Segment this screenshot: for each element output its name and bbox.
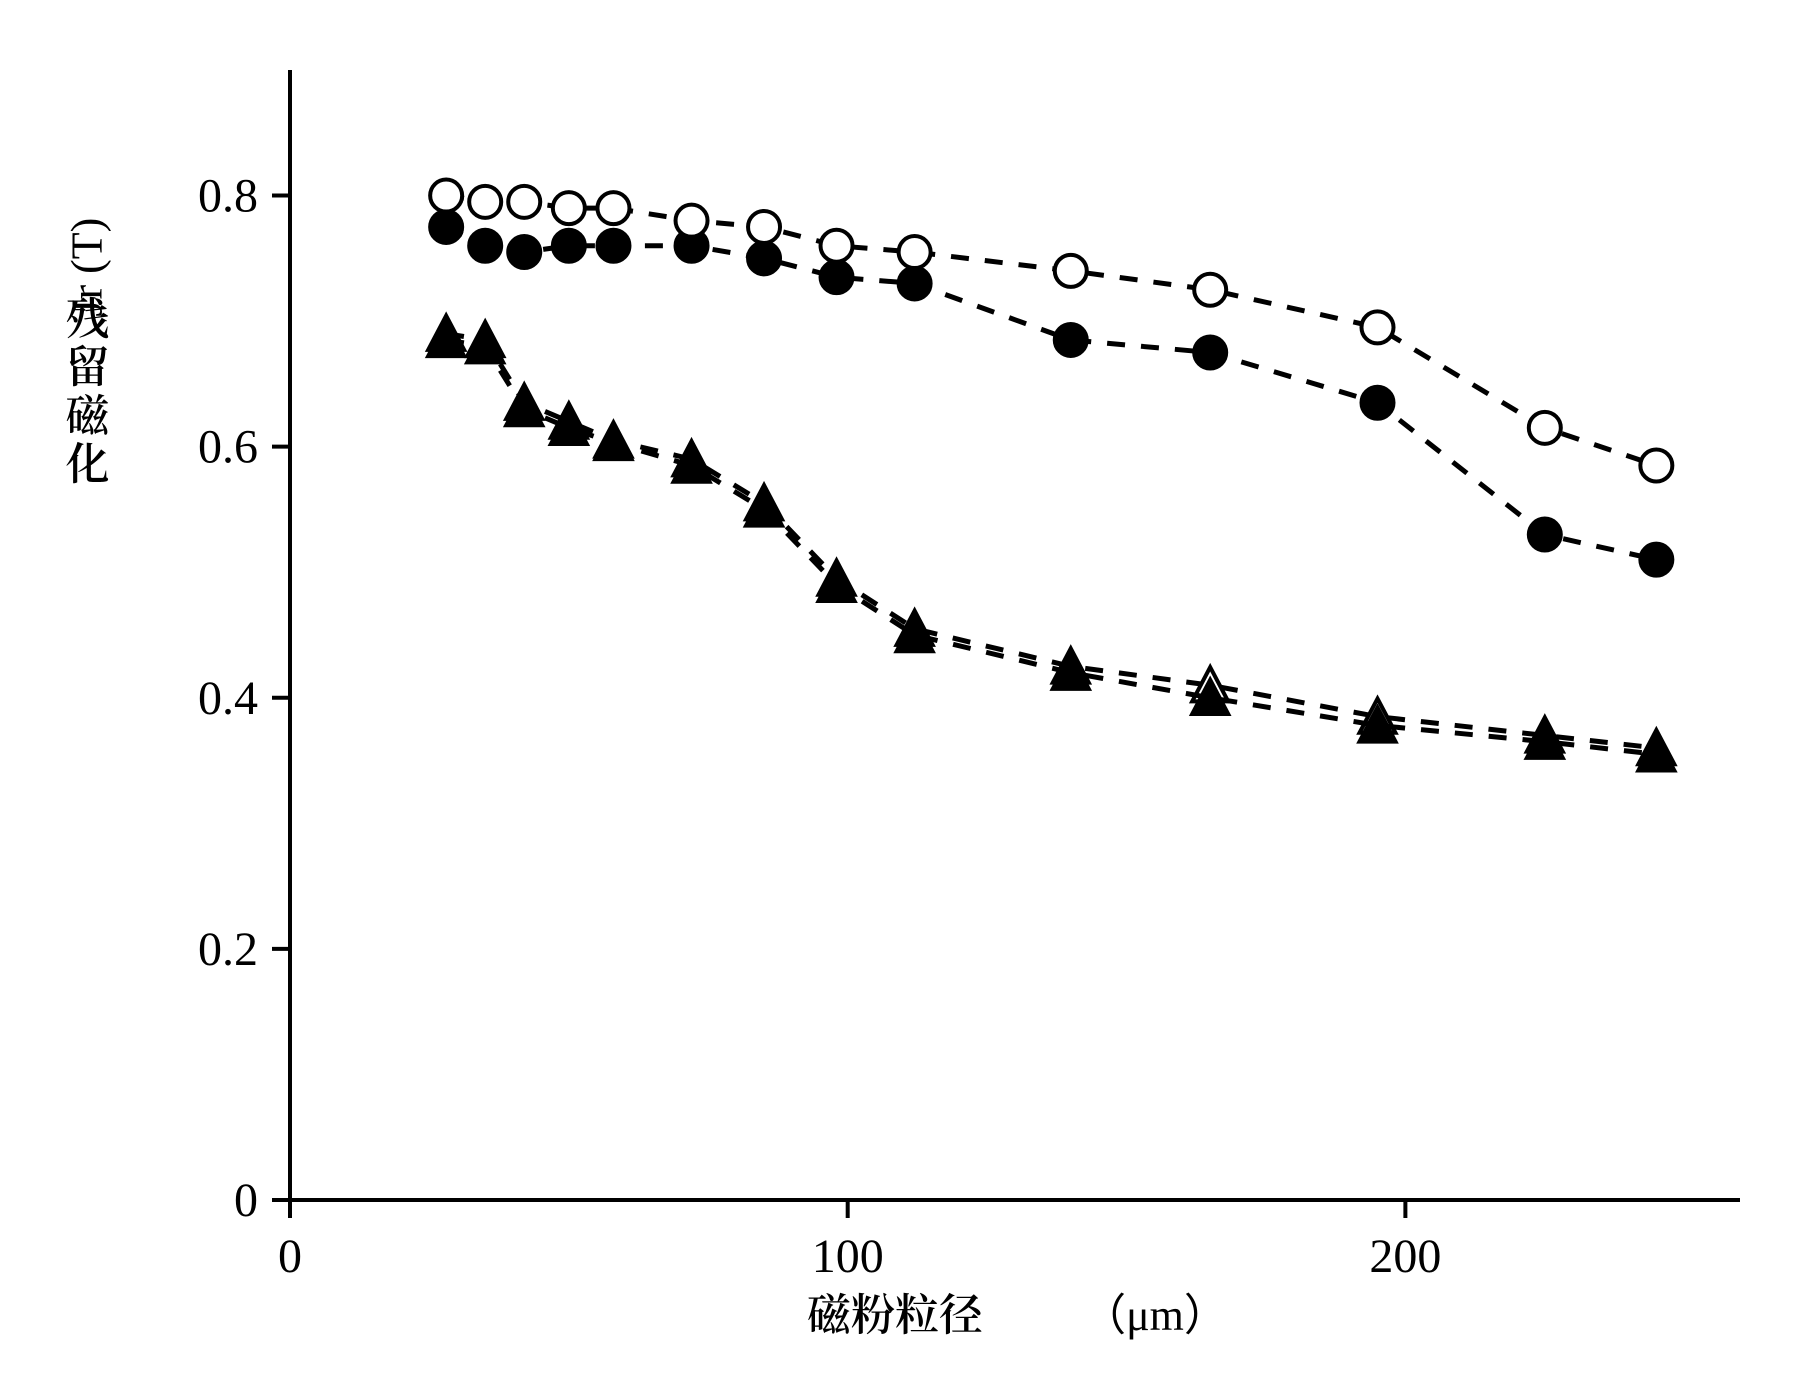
open-circle-marker	[469, 186, 501, 218]
open-circle-marker	[676, 205, 708, 237]
filled-circle-marker	[1362, 387, 1394, 419]
filled-circle-marker	[430, 211, 462, 243]
open-circle-marker	[821, 230, 853, 262]
filled-circle-marker	[1194, 337, 1226, 369]
filled-circle-marker	[469, 230, 501, 262]
open-circle-marker	[508, 186, 540, 218]
open-circle-marker	[597, 192, 629, 224]
filled-circle-marker	[1640, 544, 1672, 576]
x-tick-label: 0	[278, 1230, 302, 1283]
open-circle-marker	[1529, 412, 1561, 444]
axes	[290, 70, 1740, 1200]
y-axis-title-char: 化	[65, 436, 109, 484]
filled-circle-marker	[899, 267, 931, 299]
filled-circle-marker	[1055, 324, 1087, 356]
x-axis-title-cn: 磁粉粒径	[807, 1279, 983, 1343]
x-tick-label: 200	[1369, 1230, 1441, 1283]
open-circle-marker	[1194, 274, 1226, 306]
open-circle-marker	[1640, 450, 1672, 482]
x-axis-title-unit: （μm）	[1082, 1291, 1228, 1340]
open-circle-marker	[1055, 255, 1087, 287]
filled-circle-marker	[553, 230, 585, 262]
filled-circle-marker	[508, 236, 540, 268]
open-circle-marker	[748, 211, 780, 243]
open-circle-marker	[430, 180, 462, 212]
y-tick-label: 0	[234, 1174, 258, 1227]
open-circle-marker	[899, 236, 931, 268]
open-circle-marker	[553, 192, 585, 224]
scatter-line-chart: 0 100 200 0 0.2 0.4 0.6 0.8 磁粉粒径 （μm）	[0, 0, 1810, 1381]
filled-circle-marker	[597, 230, 629, 262]
chart-container: 0 100 200 0 0.2 0.4 0.6 0.8 磁粉粒径 （μm） Jr (T) 残留磁化	[0, 0, 1810, 1381]
x-tick-label: 100	[812, 1230, 884, 1283]
series-line	[446, 334, 1656, 748]
y-axis-title-latin: Jr (T)	[63, 217, 111, 316]
y-tick-label: 0.4	[198, 672, 258, 725]
y-tick-label: 0.2	[198, 923, 258, 976]
series-line	[446, 227, 1656, 560]
filled-circle-marker	[1529, 519, 1561, 551]
filled-circle-marker	[821, 261, 853, 293]
y-tick-label: 0.6	[198, 421, 258, 474]
filled-triangle-marker	[595, 425, 631, 459]
y-axis-title: Jr (T) 残留磁化	[38, 221, 137, 485]
open-circle-marker	[1362, 311, 1394, 343]
series-line	[446, 340, 1656, 754]
y-tick-label: 0.8	[198, 170, 258, 223]
filled-circle-marker	[748, 242, 780, 274]
